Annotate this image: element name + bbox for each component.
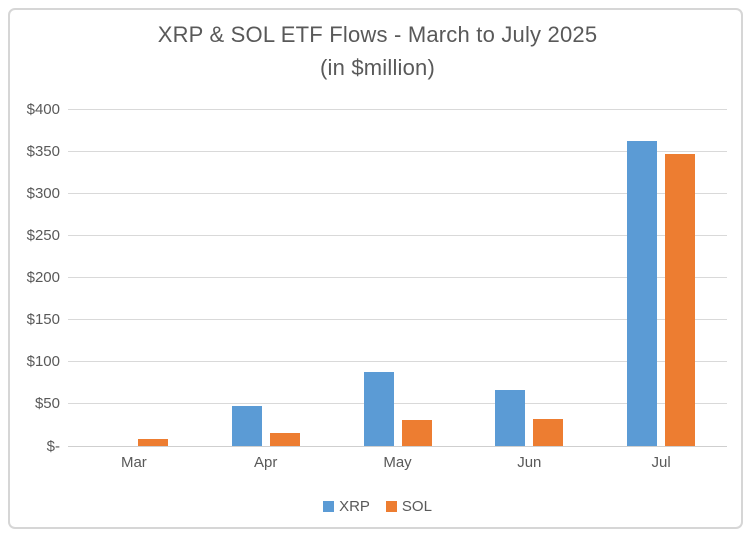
legend-swatch-sol-icon xyxy=(385,501,397,512)
legend-swatch-xrp-icon xyxy=(323,501,335,512)
bar-sol-mar xyxy=(137,439,168,446)
bar-sol-apr xyxy=(269,433,300,446)
bar-xrp-apr xyxy=(231,405,262,446)
gridline xyxy=(68,234,727,236)
chart-title-line-1: XRP & SOL ETF Flows - March to July 2025 xyxy=(157,22,598,47)
gridline xyxy=(68,192,727,194)
xtick-label: Mar xyxy=(120,454,147,471)
ytick-label: $200 xyxy=(26,269,60,286)
ytick-label: $250 xyxy=(26,226,60,244)
x-axis-line xyxy=(68,445,727,447)
bar-xrp-jun xyxy=(495,389,526,446)
bar-xrp-may xyxy=(363,371,394,446)
ytick-label: $400 xyxy=(26,100,60,118)
gridline xyxy=(68,150,727,152)
xtick-label: Apr xyxy=(254,454,278,471)
xtick-label: Jul xyxy=(651,454,671,471)
legend-item-xrp: XRP xyxy=(323,498,370,515)
gridline xyxy=(68,403,727,405)
legend-item-sol: SOL xyxy=(385,498,432,515)
xtick-label: Jun xyxy=(517,454,542,471)
legend-label-xrp: XRP xyxy=(339,498,370,515)
ytick-label: $100 xyxy=(26,353,60,371)
bar-xrp-jul xyxy=(627,141,658,446)
gridline xyxy=(68,319,727,321)
gridline xyxy=(68,361,727,363)
ytick-label: $150 xyxy=(26,311,60,329)
legend-label-sol: SOL xyxy=(401,498,432,515)
bar-sol-jun xyxy=(533,419,564,446)
chart-title: XRP & SOL ETF Flows - March to July 2025… xyxy=(0,18,755,84)
xtick-label: May xyxy=(383,454,412,471)
plot-area: $400 $350 $300 $250 $200 $150 $100 $50 $- Mar Apr M… xyxy=(27,102,727,471)
gridline xyxy=(68,108,727,110)
ytick-label: $300 xyxy=(26,184,60,202)
bar-sol-may xyxy=(401,419,432,446)
ytick-label: $50 xyxy=(34,395,60,413)
ytick-label: $- xyxy=(46,437,60,455)
ytick-label: $350 xyxy=(26,142,60,160)
legend: XRP SOL xyxy=(0,498,755,515)
chart-title-line-2: (in $million) xyxy=(319,55,436,80)
gridline xyxy=(68,277,727,278)
bar-sol-jul xyxy=(665,153,696,446)
